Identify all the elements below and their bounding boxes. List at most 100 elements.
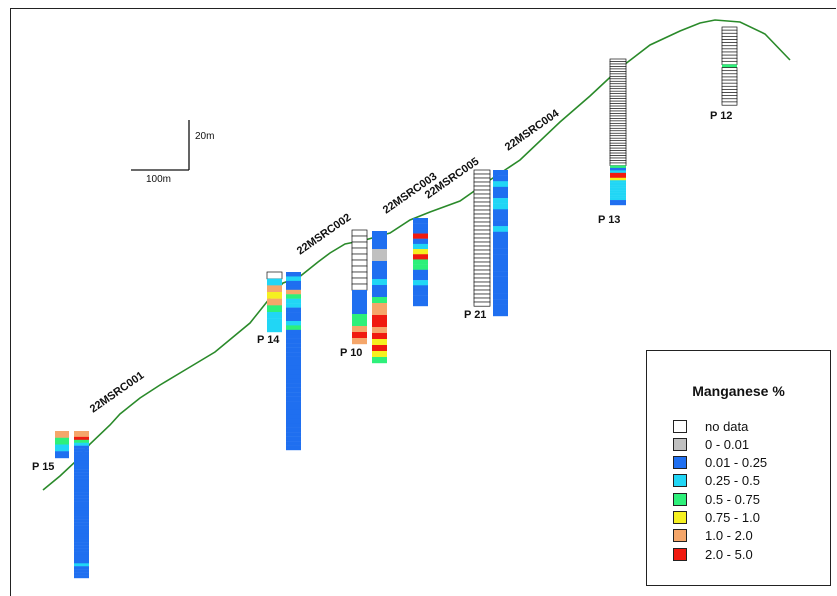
drillhole-interval [286, 316, 301, 322]
drillhole-interval [74, 480, 89, 485]
drillhole-interval [493, 293, 508, 300]
pit-interval [55, 431, 69, 438]
pit-interval [351, 271, 368, 279]
legend-swatch [673, 529, 687, 543]
drillhole-interval [74, 548, 89, 552]
drillhole-interval [372, 333, 387, 340]
drillhole-interval [286, 298, 301, 304]
drillhole-interval [286, 369, 301, 375]
drillhole-interval [74, 466, 89, 470]
pit-label: P 15 [32, 461, 54, 473]
drillhole-interval [286, 347, 301, 353]
drillhole-interval [74, 495, 89, 499]
pit-interval [473, 269, 491, 275]
drillhole-interval [74, 439, 89, 443]
drillhole-interval [413, 264, 428, 270]
pit-label: P 13 [598, 214, 620, 226]
drillhole-interval [74, 469, 89, 473]
drillhole-interval [74, 551, 89, 555]
legend-label: 2.0 - 5.0 [705, 546, 753, 562]
pit-interval [722, 64, 737, 68]
drillhole-interval [493, 310, 508, 317]
pit-interval [473, 249, 491, 255]
legend-swatch [673, 419, 687, 433]
drillhole-interval [74, 539, 89, 543]
drillhole-interval [493, 192, 508, 199]
legend-swatch [673, 474, 687, 488]
drillhole-interval [413, 280, 428, 286]
pit-interval [473, 265, 491, 271]
drillhole-interval [286, 338, 301, 344]
drillhole-interval [286, 280, 301, 286]
drillhole-interval [74, 442, 89, 446]
pit-label: P 14 [257, 334, 280, 346]
drillhole-interval [493, 226, 508, 232]
drillhole-interval [413, 274, 428, 281]
drillhole-interval [74, 472, 89, 476]
pit-interval [351, 277, 368, 285]
drillhole-interval [493, 265, 508, 272]
drillhole-interval [286, 414, 301, 420]
pit-interval [473, 173, 491, 179]
drillhole-interval [286, 365, 301, 371]
drillhole-interval [372, 243, 387, 250]
pit-interval [266, 271, 283, 280]
drillhole-interval [74, 513, 89, 517]
drillhole-interval [493, 282, 508, 289]
drillhole-interval [286, 343, 301, 348]
drillhole-interval [74, 557, 89, 561]
pit-interval [473, 181, 491, 187]
drillhole-interval [413, 223, 428, 229]
drillhole-interval [286, 285, 301, 290]
drillhole-interval [372, 285, 387, 292]
pit-log-3 [473, 169, 491, 307]
legend-item: 0.75 - 1.0 [673, 510, 760, 526]
legend-item: no data [673, 418, 748, 434]
drillhole-interval [413, 249, 428, 255]
drillhole-interval [74, 563, 89, 567]
pit-interval [267, 278, 282, 286]
drillhole-interval [372, 357, 387, 364]
drillhole-interval [286, 289, 301, 295]
drillhole-interval [286, 312, 301, 317]
pit-interval [473, 273, 491, 279]
drillhole-interval [74, 448, 89, 452]
legend-item: 0 - 0.01 [673, 436, 749, 452]
drillhole-interval [413, 285, 428, 291]
drillhole-log-3 [413, 218, 428, 307]
pit-log-4 [609, 58, 627, 206]
legend: Manganese % no data 0 - 0.01 0.01 - 0.25 0.… [646, 350, 831, 586]
drillhole-interval [493, 170, 508, 176]
legend-swatch [673, 456, 687, 470]
drillhole-interval [74, 528, 89, 532]
drillhole-interval [286, 409, 301, 415]
drillhole-interval [372, 273, 387, 280]
pit-interval [721, 101, 738, 106]
drillhole-interval [286, 423, 301, 428]
pit-interval [473, 301, 491, 307]
pit-interval [267, 325, 282, 333]
drillhole-interval [74, 545, 89, 549]
drillhole-interval [74, 457, 89, 461]
drillhole-interval [493, 304, 508, 311]
pit-interval [473, 261, 491, 267]
drillhole-interval [286, 387, 301, 393]
pit-interval [352, 308, 367, 315]
legend-label: 0.25 - 0.5 [705, 473, 760, 489]
drillhole-interval [74, 530, 89, 535]
drillhole-interval [74, 489, 89, 493]
pit-interval [473, 169, 491, 175]
pit-interval [473, 205, 491, 211]
drillhole-interval [286, 392, 301, 397]
pit-interval [473, 297, 491, 303]
pit-interval [473, 221, 491, 227]
drillhole-interval [74, 533, 89, 538]
drillhole-interval [286, 418, 301, 424]
drillhole-interval [493, 243, 508, 249]
drillhole-interval [286, 405, 301, 411]
pit-interval [351, 259, 368, 267]
drillhole-interval [286, 432, 301, 437]
drillhole-interval [286, 303, 301, 308]
pit-interval [351, 235, 368, 243]
